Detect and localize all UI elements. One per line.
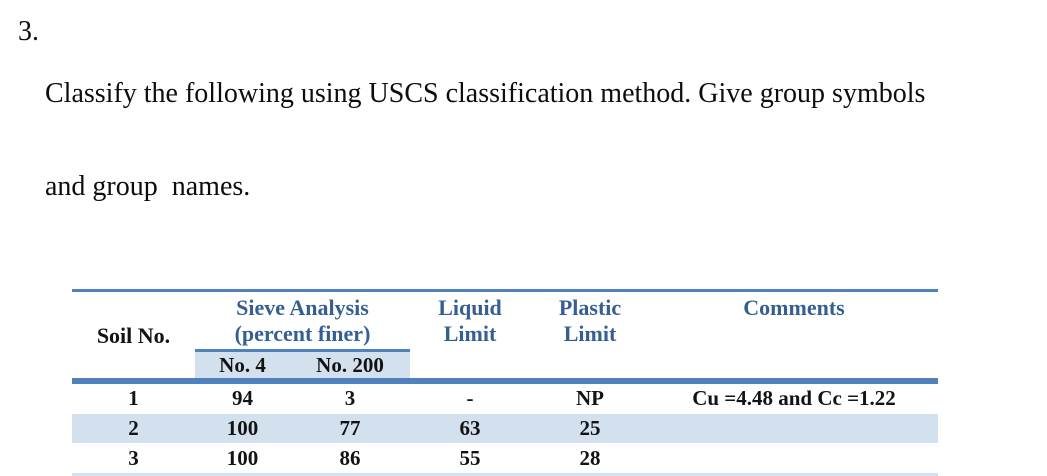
subheader-no4: No. 4 (195, 352, 290, 378)
header-sieve-analysis-group: Sieve Analysis (percent finer) (195, 292, 410, 352)
header-comments: Comments (743, 295, 845, 320)
cell-liquid-limit: - (466, 386, 474, 411)
table-row: 1 94 3 - NP Cu =4.48 and Cc =1.22 (72, 384, 938, 414)
question-line-2: and group names. (45, 171, 251, 202)
cell-soil-no: 2 (128, 416, 139, 441)
question-line-1: Classify the following using USCS classi… (45, 78, 926, 109)
table-header-row: Soil No. Sieve Analysis (percent finer) … (72, 292, 938, 352)
question-title: 3. Classify the following using USCS cla… (18, 16, 925, 264)
question-text: Classify the following using USCS classi… (45, 16, 925, 264)
header-liquid-line-2: Limit (443, 321, 497, 346)
header-sieve-line-1: Sieve Analysis (236, 295, 369, 320)
cell-comments: Cu =4.48 and Cc =1.22 (692, 386, 896, 411)
subheader-no200: No. 200 (290, 352, 410, 378)
header-plastic-line-1: Plastic (558, 295, 622, 320)
header-soil-no: Soil No. (96, 323, 171, 348)
cell-no4: 100 (226, 445, 259, 470)
header-divider-rule (72, 378, 938, 384)
cell-plastic-limit: NP (576, 386, 604, 411)
header-plastic-limit: Plastic Limit (530, 292, 650, 352)
cell-plastic-limit: 25 (579, 416, 601, 441)
cell-liquid-limit: 55 (459, 445, 481, 470)
cell-no200: 77 (339, 416, 361, 441)
header-liquid-limit: Liquid Limit (410, 292, 530, 352)
header-plastic-line-2: Limit (563, 321, 617, 346)
cell-liquid-limit: 63 (459, 416, 481, 441)
table-row: 2 100 77 63 25 (72, 413, 938, 444)
cell-no200: 86 (339, 445, 361, 470)
question-number: 3. (18, 16, 39, 47)
cell-soil-no: 3 (128, 445, 139, 470)
header-liquid-line-1: Liquid (438, 295, 502, 320)
header-sieve-line-2: (percent finer) (234, 321, 371, 346)
cell-plastic-limit: 28 (579, 445, 601, 470)
table-subheader-row: No. 4 No. 200 (72, 352, 938, 378)
soil-data-table: Soil No. Sieve Analysis (percent finer) … (72, 289, 938, 476)
cell-no4: 94 (232, 386, 253, 411)
cell-no4: 100 (226, 416, 259, 441)
table-row: 3 100 86 55 28 (72, 443, 938, 473)
cell-no200: 3 (344, 386, 356, 411)
cell-soil-no: 1 (128, 386, 139, 411)
